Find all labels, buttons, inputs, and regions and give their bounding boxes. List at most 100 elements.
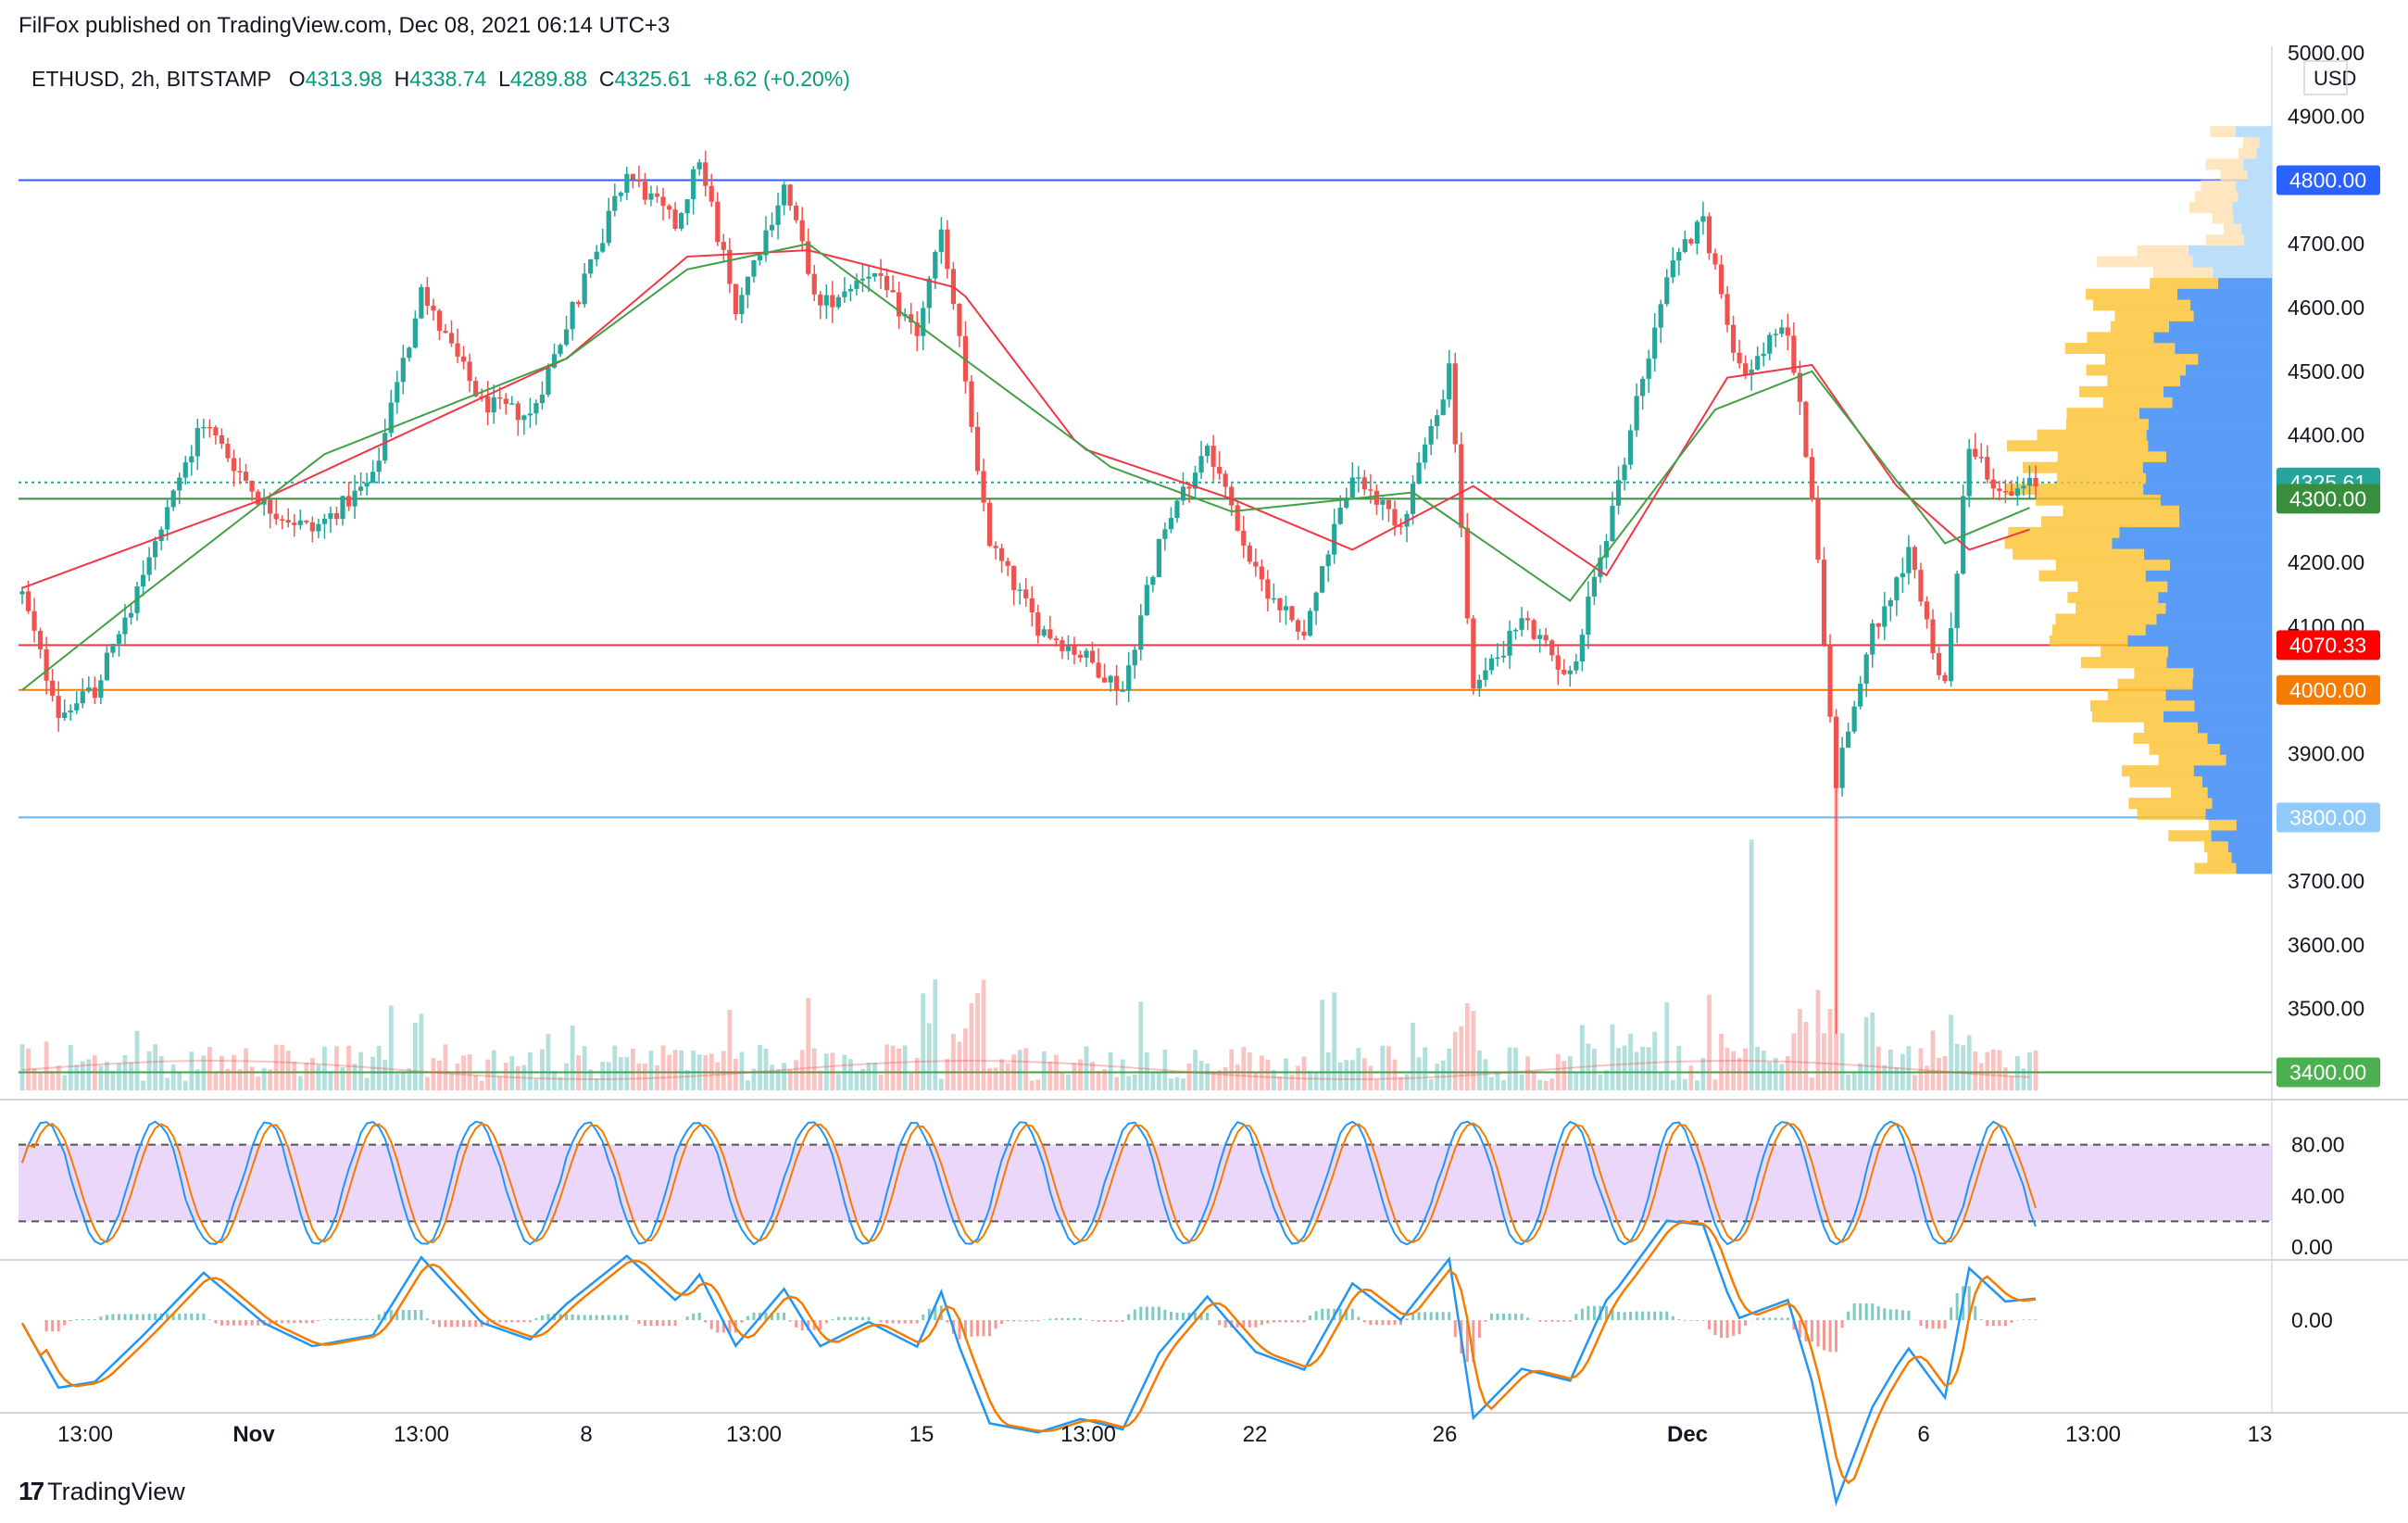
volume-bar bbox=[1870, 1012, 1875, 1090]
volume-bar bbox=[600, 1062, 606, 1090]
macd-histogram-bar bbox=[601, 1315, 605, 1320]
volume-bar bbox=[902, 1045, 908, 1090]
volume-profile-down bbox=[2150, 277, 2218, 289]
volume-bar bbox=[1138, 1001, 1144, 1090]
macd-histogram-bar bbox=[1374, 1320, 1378, 1326]
volume-bar bbox=[1386, 1046, 1391, 1090]
macd-histogram-bar bbox=[540, 1315, 544, 1320]
macd-histogram-bar bbox=[190, 1313, 194, 1320]
candle-body bbox=[1930, 619, 1936, 654]
macd-histogram-bar bbox=[2022, 1319, 2025, 1320]
volume-bar bbox=[1223, 1066, 1228, 1090]
volume-bar bbox=[316, 1064, 321, 1090]
price-tick-label: 4400.00 bbox=[2288, 423, 2364, 447]
macd-histogram-bar bbox=[1979, 1319, 1983, 1320]
volume-profile-down bbox=[2079, 385, 2163, 397]
candle-body bbox=[957, 304, 962, 336]
volume-bar bbox=[1078, 1059, 1083, 1090]
macd-histogram-bar bbox=[740, 1320, 744, 1323]
macd-histogram-bar bbox=[1386, 1320, 1390, 1326]
candle-body bbox=[285, 520, 291, 523]
volume-bar bbox=[1767, 1062, 1773, 1090]
volume-profile-down bbox=[2149, 743, 2220, 755]
volume-bar bbox=[691, 1051, 696, 1090]
volume-bar bbox=[376, 1045, 382, 1090]
candle-body bbox=[2026, 477, 2033, 486]
volume-profile-up bbox=[2238, 191, 2272, 203]
macd-histogram-bar bbox=[982, 1320, 985, 1337]
macd-histogram-bar bbox=[1629, 1311, 1633, 1320]
macd-histogram-bar bbox=[1357, 1316, 1361, 1320]
macd-histogram-bar bbox=[1393, 1320, 1397, 1326]
candle-body bbox=[328, 512, 333, 519]
tradingview-brand[interactable]: 17 TradingView bbox=[19, 1477, 185, 1506]
candle-body bbox=[2033, 477, 2038, 486]
candle-body bbox=[485, 396, 491, 413]
candle-body bbox=[1924, 601, 1930, 620]
volume-bar bbox=[1072, 1063, 1077, 1090]
macd-histogram-bar bbox=[1024, 1320, 1028, 1322]
volume-bar bbox=[1423, 1047, 1428, 1090]
volume-bar bbox=[213, 1073, 219, 1090]
candle-body bbox=[1985, 457, 1990, 480]
volume-bar bbox=[1592, 1048, 1597, 1090]
candle-body bbox=[1900, 573, 1905, 578]
volume-bar bbox=[999, 1059, 1005, 1090]
volume-bar bbox=[1622, 1045, 1627, 1090]
macd-histogram-bar bbox=[1998, 1320, 2001, 1327]
macd-histogram-bar bbox=[1133, 1309, 1136, 1320]
candle-body bbox=[914, 322, 920, 336]
macd-histogram-bar bbox=[1472, 1320, 1475, 1363]
candle-body bbox=[1198, 456, 1204, 473]
candle-body bbox=[309, 522, 315, 532]
volume-bar bbox=[1035, 1079, 1041, 1090]
volume-bar bbox=[1695, 1080, 1699, 1090]
candle-body bbox=[624, 173, 630, 194]
candle-body bbox=[570, 302, 575, 330]
macd-histogram-bar bbox=[1072, 1317, 1076, 1320]
volume-profile-down bbox=[2008, 526, 2120, 538]
volume-bar bbox=[811, 1048, 817, 1090]
candle-body bbox=[1827, 644, 1833, 717]
candle-body bbox=[1126, 665, 1132, 691]
volume-bar bbox=[630, 1048, 635, 1090]
volume-bar bbox=[679, 1050, 684, 1090]
candle-body bbox=[1737, 352, 1742, 364]
macd-histogram-bar bbox=[1302, 1320, 1306, 1323]
macd-histogram-bar bbox=[934, 1305, 937, 1320]
macd-histogram-bar bbox=[1871, 1303, 1875, 1320]
symbol-label[interactable]: ETHUSD, 2h, BITSTAMP bbox=[31, 67, 271, 91]
volume-bar bbox=[950, 1034, 956, 1090]
candle-body bbox=[376, 460, 382, 472]
candle-body bbox=[1549, 640, 1555, 656]
volume-profile-down bbox=[2205, 234, 2244, 246]
candle-body bbox=[594, 251, 599, 259]
price-tick-label: 4900.00 bbox=[2288, 105, 2364, 129]
macd-histogram-bar bbox=[1587, 1305, 1590, 1320]
macd-histogram-bar bbox=[202, 1313, 206, 1320]
volume-bar bbox=[304, 1063, 309, 1090]
candle-body bbox=[256, 491, 261, 505]
volume-bar bbox=[395, 1074, 400, 1090]
candle-body bbox=[636, 179, 642, 183]
macd-histogram-bar bbox=[746, 1315, 749, 1320]
macd-histogram-bar bbox=[1223, 1320, 1227, 1328]
volume-bar bbox=[177, 1072, 182, 1090]
volume-bar bbox=[189, 1051, 194, 1090]
candle-body bbox=[974, 426, 981, 472]
candle-body bbox=[1398, 525, 1404, 527]
volume-bar bbox=[1090, 1062, 1095, 1090]
close-value: 4325.61 bbox=[614, 67, 692, 91]
macd-histogram-bar bbox=[903, 1320, 907, 1324]
volume-profile-up bbox=[2165, 689, 2272, 701]
candle-body bbox=[1447, 363, 1452, 400]
candle-body bbox=[1640, 378, 1646, 396]
volume-bar bbox=[1435, 1064, 1440, 1090]
volume-bar bbox=[1664, 1002, 1670, 1090]
macd-histogram-bar bbox=[1248, 1320, 1251, 1328]
macd-histogram-bar bbox=[1617, 1312, 1621, 1320]
volume-profile-up bbox=[2236, 862, 2272, 875]
volume-profile-up bbox=[2232, 202, 2272, 214]
candle-body bbox=[878, 272, 884, 276]
